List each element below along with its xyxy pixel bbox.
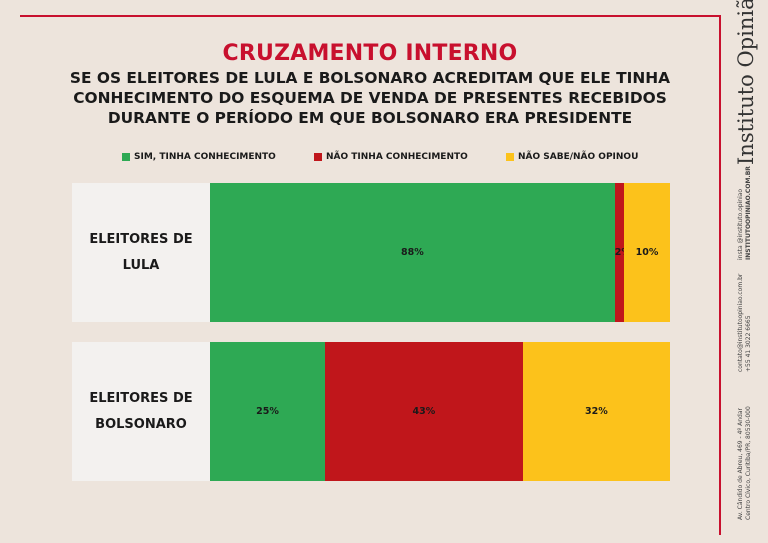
legend-item-nao-sabe: NÃO SABE/NÃO OPINOU [506,152,638,162]
legend-swatch-nao [314,153,322,161]
bar-segment-lula-nao-sabe: 10% [624,183,670,322]
bar-row-lula: 88% 2% 10% [210,183,670,322]
row-label-lula: ELEITORES DE LULA [72,183,210,322]
row-label-bolsonaro: ELEITORES DE BOLSONARO [72,342,210,481]
frame-top-rule [20,15,720,17]
row-label-lula-line-2: LULA [122,257,160,273]
brand-email: contato@institutoopiniao.com.br [737,273,744,372]
row-label-bolsonaro-line-1: ELEITORES DE [89,390,193,406]
brand-address-line-2: Centro Cívico, Curitiba/PR, 80530-000 [745,406,752,520]
brand-address-line-1: Av. Cândido de Abreu, 469 - 4º Andar [737,408,744,520]
brand-phone: +55 41 3022 6665 [745,315,752,372]
chart-subtitle-line-2: CONHECIMENTO DO ESQUEMA DE VENDA DE PRES… [73,89,667,107]
legend-label-sim: SIM, TINHA CONHECIMENTO [134,152,276,162]
bar-label-lula-nao-sabe: 10% [635,247,659,258]
bar-segment-bolsonaro-nao-sabe: 32% [522,342,670,481]
chart-title: CRUZAMENTO INTERNO [222,41,518,66]
bar-label-lula-sim: 88% [401,247,424,258]
brand-instagram: insta @instituto.opiniao [737,188,744,260]
brand-address-block: Av. Cândido de Abreu, 469 - 4º Andar Cen… [737,406,753,520]
brand-contact-block: contato@institutoopiniao.com.br +55 41 3… [737,274,753,372]
legend-item-sim: SIM, TINHA CONHECIMENTO [122,152,276,162]
legend-item-nao: NÃO TINHA CONHECIMENTO [314,152,468,162]
bar-label-bolsonaro-sim: 25% [256,406,279,417]
row-label-bolsonaro-line-2: BOLSONARO [95,416,187,432]
row-label-lula-line-1: ELEITORES DE [89,231,193,247]
bar-label-bolsonaro-nao: 43% [412,406,436,417]
chart-subtitle-line-1: SE OS ELEITORES DE LULA E BOLSONARO ACRE… [69,69,671,87]
brand-site-block: insta @instituto.opiniao INSTITUTOOPINIA… [737,166,753,260]
brand-website: INSTITUTOOPINIAO.COM.BR [745,166,752,260]
bar-segment-lula-nao: 2% [614,183,631,322]
bar-segment-lula-sim: 88% [210,183,615,322]
bar-label-lula-nao: 2% [614,247,631,258]
chart-subtitle-line-3: DURANTE O PERÍODO EM QUE BOLSONARO ERA P… [107,109,633,127]
legend-label-nao-sabe: NÃO SABE/NÃO OPINOU [518,152,639,162]
legend-swatch-sim [122,153,130,161]
legend: SIM, TINHA CONHECIMENTO NÃO TINHA CONHEC… [0,152,768,168]
bar-segment-bolsonaro-sim: 25% [210,342,325,481]
frame-right-rule [719,15,721,535]
legend-swatch-nao-sabe [506,153,514,161]
legend-label-nao: NÃO TINHA CONHECIMENTO [326,152,468,162]
headline: CRUZAMENTO INTERNO SE OS ELEITORES DE LU… [0,40,740,128]
brand-logotype: Instituto Opinião [734,0,758,165]
bar-label-bolsonaro-nao-sabe: 32% [585,406,608,417]
bar-row-bolsonaro: 25% 43% 32% [210,342,670,481]
bar-segment-bolsonaro-nao: 43% [325,342,523,481]
